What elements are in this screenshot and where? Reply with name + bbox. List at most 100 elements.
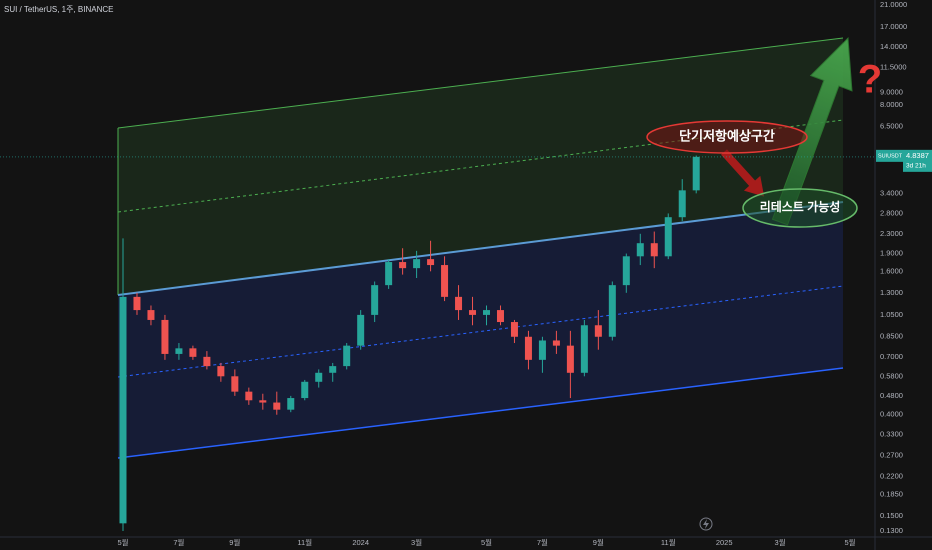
- x-tick-label: 5월: [481, 537, 492, 547]
- y-tick-label: 1.9000: [880, 249, 903, 258]
- candle-body: [119, 296, 127, 524]
- y-tick-label: 6.5000: [880, 121, 903, 130]
- y-tick-label: 0.3300: [880, 430, 903, 439]
- candle-body: [664, 217, 672, 257]
- candle-body: [692, 156, 700, 191]
- candle-body: [524, 336, 532, 360]
- series-name: SUIUSDT: [878, 153, 903, 159]
- annotation: ?: [858, 58, 882, 102]
- channel-bottom: [117, 367, 844, 459]
- y-tick-label: 8.0000: [880, 100, 903, 109]
- candle-body: [552, 340, 560, 346]
- candle-body: [538, 340, 546, 360]
- candles: [119, 155, 700, 531]
- candle-body: [427, 259, 435, 266]
- channel-mid: [117, 119, 844, 213]
- y-tick-label: 0.1500: [880, 511, 903, 520]
- y-tick-label: 0.5800: [880, 371, 903, 380]
- candle-body: [510, 322, 518, 337]
- chart-title: SUI / TetherUS, 1주, BINANCE: [4, 5, 113, 14]
- y-tick-label: 0.8500: [880, 332, 903, 341]
- y-tick-label: 0.7000: [880, 352, 903, 361]
- y-tick-label: 9.0000: [880, 88, 903, 97]
- annotation: 단기저항예상구간: [679, 128, 775, 143]
- x-tick-label: 5월: [117, 537, 128, 547]
- candle-body: [636, 243, 644, 257]
- x-tick-label: 5월: [844, 537, 855, 547]
- y-tick-label: 1.0500: [880, 310, 903, 319]
- x-tick-label: 2025: [716, 538, 733, 547]
- candle-body: [189, 348, 197, 357]
- candle-body: [343, 345, 351, 367]
- x-tick-label: 3월: [775, 537, 786, 547]
- y-tick-label: 0.2200: [880, 472, 903, 481]
- x-tick-label: 9월: [229, 537, 240, 547]
- y-tick-label: 0.4800: [880, 391, 903, 400]
- candle-body: [594, 325, 602, 337]
- countdown: 3d 21h: [906, 163, 926, 170]
- green-channel: [118, 38, 843, 295]
- y-tick-label: 17.0000: [880, 22, 907, 31]
- last-price: 4.8387: [906, 151, 929, 160]
- y-tick-label: 2.8000: [880, 208, 903, 217]
- candle-body: [455, 296, 463, 311]
- y-tick-label: 1.3000: [880, 288, 903, 297]
- x-tick-label: 3월: [411, 537, 422, 547]
- candle-body: [329, 366, 337, 373]
- candle-body: [650, 243, 658, 257]
- candle-body: [161, 319, 169, 354]
- channel-top: [117, 37, 844, 129]
- x-tick-label: 11월: [297, 537, 312, 547]
- candle-body: [608, 285, 616, 337]
- candle-body: [217, 366, 225, 377]
- y-tick-label: 0.4000: [880, 410, 903, 419]
- candle-body: [245, 391, 253, 401]
- y-tick-label: 14.0000: [880, 42, 907, 51]
- candle-body: [622, 256, 630, 286]
- y-tick-label: 3.4000: [880, 188, 903, 197]
- candle-body: [371, 285, 379, 315]
- candle-body: [315, 372, 323, 382]
- y-tick-label: 2.3000: [880, 229, 903, 238]
- x-tick-label: 11월: [661, 537, 676, 547]
- x-tick-label: 9월: [593, 537, 604, 547]
- candle-body: [147, 310, 155, 320]
- x-tick-label: 2024: [352, 538, 369, 547]
- candle-body: [203, 356, 211, 367]
- channel-line: [117, 201, 844, 296]
- event-icon: [699, 517, 713, 531]
- candle-body: [566, 345, 574, 373]
- y-tick-label: 0.1850: [880, 489, 903, 498]
- y-tick-label: 1.6000: [880, 266, 903, 275]
- retest-oval: [742, 188, 858, 228]
- candle-body: [231, 376, 239, 392]
- channel-mid: [117, 285, 844, 378]
- candle-body: [259, 400, 267, 403]
- x-tick-label: 7월: [173, 537, 184, 547]
- y-tick-label: 0.2700: [880, 450, 903, 459]
- down-arrow: [721, 149, 765, 197]
- candle-body: [413, 259, 421, 269]
- candle-body: [469, 310, 477, 315]
- y-tick-label: 11.5000: [880, 62, 907, 71]
- candle-body: [678, 190, 686, 218]
- candle-body: [273, 402, 281, 410]
- blue-channel: [118, 202, 843, 458]
- price-tag: [903, 149, 932, 172]
- candle-body: [580, 325, 588, 373]
- annotation: 리테스트 가능성: [760, 199, 841, 214]
- candle-body: [399, 262, 407, 269]
- x-tick-label: 7월: [537, 537, 548, 547]
- candle-body: [483, 310, 490, 315]
- candle-body: [133, 296, 141, 311]
- y-tick-label: 0.1300: [880, 526, 903, 535]
- candle-body: [357, 314, 365, 346]
- candle-body: [175, 348, 183, 354]
- candle-body: [385, 262, 393, 286]
- price-tag: [876, 149, 903, 162]
- y-tick-label: 21.0000: [880, 0, 907, 9]
- resistance-oval: [646, 120, 808, 154]
